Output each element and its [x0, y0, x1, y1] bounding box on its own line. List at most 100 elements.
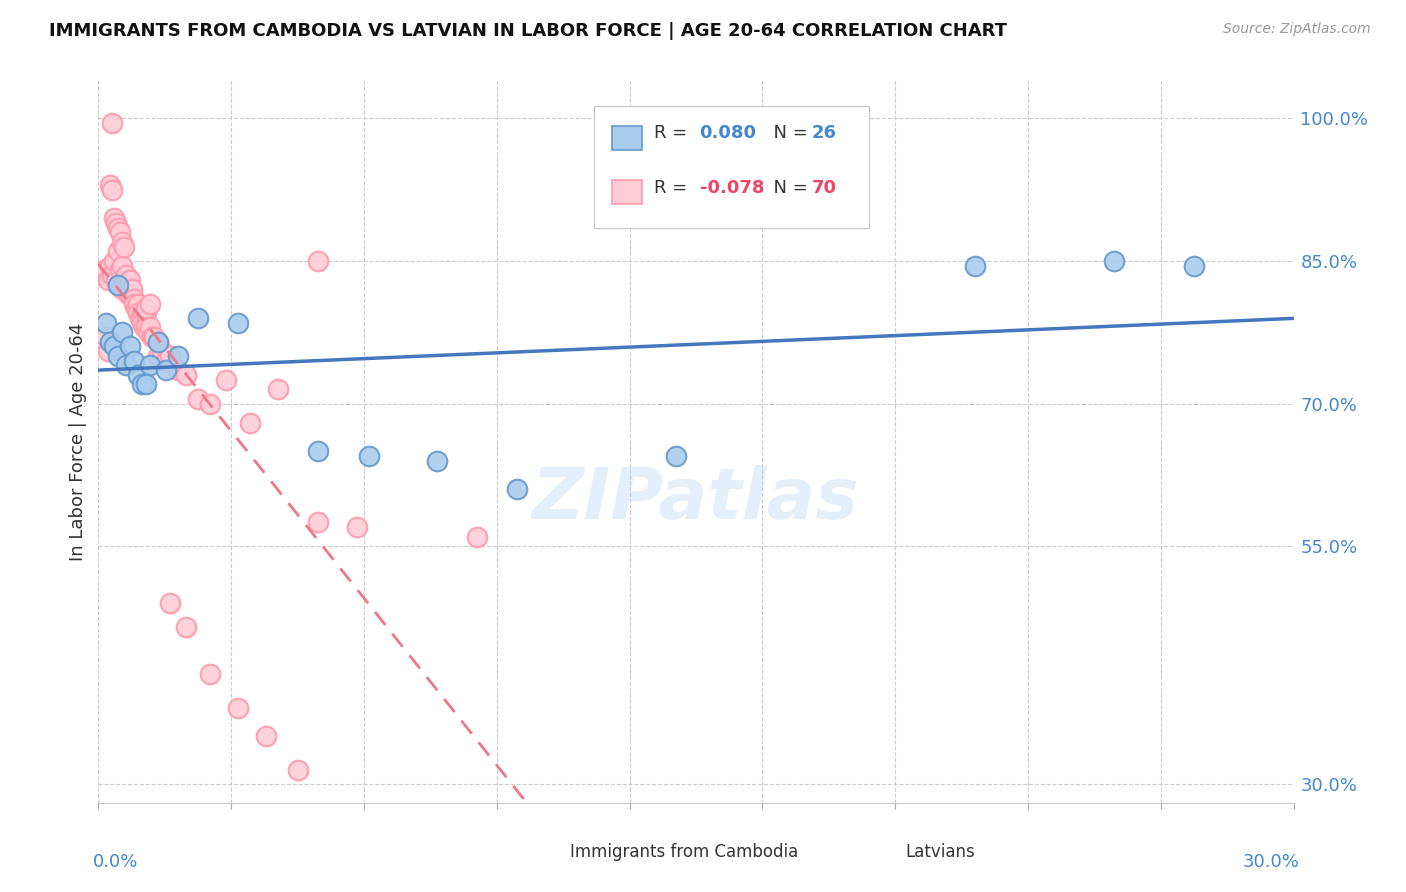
Point — [426, 453, 449, 467]
Point — [254, 729, 277, 743]
Text: Immigrants from Cambodia: Immigrants from Cambodia — [571, 843, 799, 861]
Point — [159, 349, 181, 363]
Point — [307, 444, 329, 458]
Point — [198, 396, 221, 410]
Text: Source: ZipAtlas.com: Source: ZipAtlas.com — [1223, 22, 1371, 37]
Point — [117, 287, 139, 301]
Point — [139, 296, 162, 310]
Point — [120, 287, 142, 301]
Point — [135, 320, 157, 334]
Y-axis label: In Labor Force | Age 20-64: In Labor Force | Age 20-64 — [69, 322, 87, 561]
Point — [97, 273, 120, 287]
Point — [103, 339, 125, 353]
Point — [97, 344, 120, 359]
Point — [506, 482, 529, 496]
Point — [131, 377, 153, 392]
Text: N =: N = — [762, 178, 813, 197]
Point — [107, 349, 129, 363]
Point — [143, 330, 166, 344]
Point — [103, 211, 125, 226]
FancyBboxPatch shape — [613, 180, 643, 204]
Text: ZIPatlas: ZIPatlas — [533, 465, 859, 533]
Point — [141, 330, 163, 344]
Point — [125, 301, 148, 316]
Point — [359, 449, 381, 463]
Point — [111, 282, 134, 296]
Text: R =: R = — [654, 124, 693, 143]
Point — [174, 368, 197, 382]
Point — [963, 259, 986, 273]
Text: N =: N = — [762, 124, 813, 143]
Point — [107, 220, 129, 235]
Point — [135, 377, 157, 392]
Point — [111, 259, 134, 273]
Point — [267, 382, 290, 396]
Text: R =: R = — [654, 178, 693, 197]
Point — [107, 277, 129, 292]
Point — [93, 263, 115, 277]
Point — [115, 277, 138, 292]
Point — [127, 296, 149, 310]
FancyBboxPatch shape — [613, 126, 643, 150]
Text: -0.078: -0.078 — [700, 178, 763, 197]
Point — [131, 316, 153, 330]
Point — [226, 316, 249, 330]
Point — [307, 253, 329, 268]
Point — [91, 268, 114, 282]
Point — [155, 363, 177, 377]
Point — [111, 325, 134, 339]
Point — [159, 596, 181, 610]
Point — [1104, 253, 1126, 268]
FancyBboxPatch shape — [529, 838, 562, 864]
Point — [167, 363, 190, 377]
Point — [150, 344, 173, 359]
Point — [139, 320, 162, 334]
Point — [124, 292, 146, 306]
Point — [346, 520, 368, 534]
Text: IMMIGRANTS FROM CAMBODIA VS LATVIAN IN LABOR FORCE | AGE 20-64 CORRELATION CHART: IMMIGRANTS FROM CAMBODIA VS LATVIAN IN L… — [49, 22, 1007, 40]
Point — [135, 306, 157, 320]
Text: 0.080: 0.080 — [700, 124, 756, 143]
Text: Latvians: Latvians — [905, 843, 974, 861]
Point — [148, 334, 170, 349]
Point — [187, 392, 209, 406]
Point — [465, 530, 488, 544]
Point — [124, 296, 146, 310]
Point — [107, 244, 129, 259]
Point — [96, 330, 118, 344]
Point — [103, 253, 125, 268]
FancyBboxPatch shape — [863, 838, 897, 864]
Point — [101, 268, 124, 282]
Point — [307, 516, 329, 530]
Point — [107, 277, 129, 292]
Point — [174, 620, 197, 634]
Point — [110, 263, 132, 277]
Point — [129, 310, 152, 325]
Point — [101, 183, 124, 197]
Point — [124, 353, 146, 368]
Point — [198, 667, 221, 681]
Point — [112, 273, 135, 287]
Point — [239, 416, 262, 430]
Point — [167, 349, 190, 363]
Point — [226, 700, 249, 714]
Point — [96, 316, 118, 330]
Text: 26: 26 — [811, 124, 837, 143]
Point — [121, 282, 143, 296]
Point — [665, 449, 688, 463]
Point — [101, 116, 124, 130]
Point — [105, 273, 128, 287]
Point — [127, 306, 149, 320]
Point — [148, 334, 170, 349]
Point — [110, 226, 132, 240]
Point — [98, 178, 122, 192]
Point — [139, 359, 162, 373]
Point — [287, 763, 309, 777]
Point — [187, 310, 209, 325]
Point — [1182, 259, 1205, 273]
FancyBboxPatch shape — [595, 105, 869, 228]
Point — [155, 353, 177, 368]
Point — [120, 273, 142, 287]
Point — [115, 359, 138, 373]
Point — [134, 320, 156, 334]
